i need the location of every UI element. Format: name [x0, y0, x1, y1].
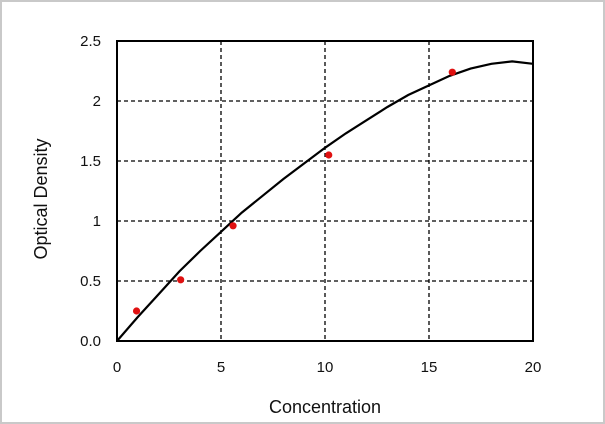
y-tick-label: 1	[93, 213, 101, 230]
data-point	[177, 276, 185, 284]
x-tick-label: 15	[421, 359, 438, 376]
data-point	[448, 68, 456, 76]
data-point	[325, 151, 333, 159]
fit-curve	[116, 60, 534, 342]
tick-labels: 0 5 10 15 20 0.0 0.5 1 1.5 2 2.5	[80, 33, 541, 376]
data-point	[229, 222, 237, 230]
x-tick-label: 20	[525, 359, 542, 376]
y-axis-title: Optical Density	[31, 138, 51, 259]
y-tick-label: 0.0	[80, 333, 101, 350]
y-tick-label: 2.5	[80, 33, 101, 50]
data-points	[132, 68, 456, 315]
data-point	[132, 307, 141, 315]
x-axis-title: Concentration	[269, 397, 381, 417]
y-tick-label: 0.5	[80, 273, 101, 290]
plot-area	[116, 40, 534, 342]
x-tick-label: 10	[317, 359, 334, 376]
grid-lines	[117, 41, 533, 341]
x-tick-label: 0	[113, 359, 121, 376]
y-tick-label: 1.5	[80, 153, 101, 170]
y-tick-label: 2	[93, 93, 101, 110]
x-tick-label: 5	[217, 359, 225, 376]
